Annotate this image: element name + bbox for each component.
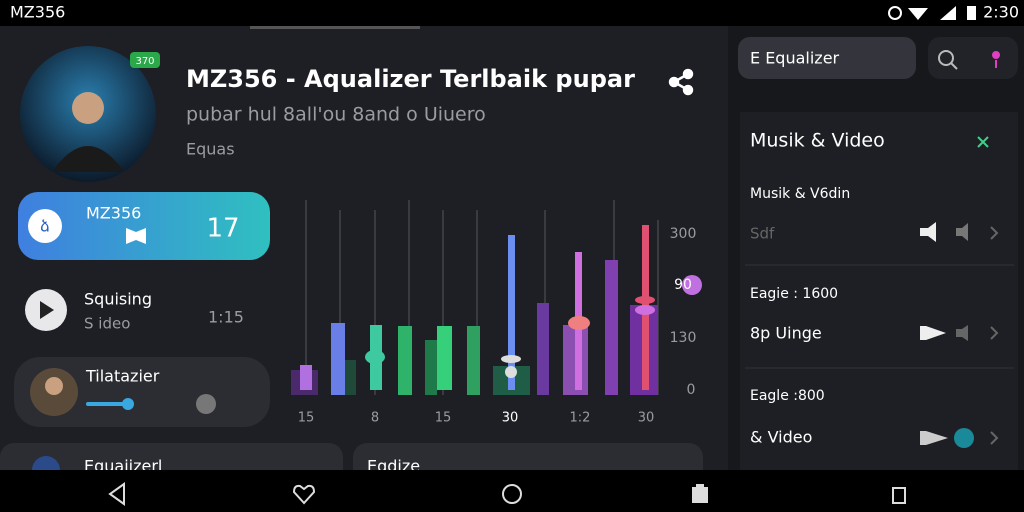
caption: Equas <box>186 140 235 159</box>
nav-home[interactable] <box>502 484 522 504</box>
active-icon-text: ձ <box>40 217 50 236</box>
player-slider[interactable] <box>86 402 130 406</box>
eq-band-label: 8 <box>371 411 379 426</box>
eq-scale-label: 0 <box>687 382 696 398</box>
menu-dot <box>995 60 997 68</box>
eq-band-label: 15 <box>298 411 315 426</box>
player-title: Tilatazier <box>85 367 160 386</box>
status-time: 2:30 <box>983 3 1019 22</box>
search-button[interactable] <box>938 50 958 70</box>
item-title: Eagie : 1600 <box>750 286 838 302</box>
active-count: 17 <box>206 214 239 244</box>
title: MZ356 - Aqualizer Terlbaik pupar <box>186 65 635 93</box>
nav-back[interactable] <box>108 482 125 506</box>
status-icons <box>888 6 976 20</box>
badge <box>130 52 160 68</box>
avatar-body <box>52 146 124 172</box>
player-toggle[interactable] <box>196 394 216 414</box>
eq-bars <box>291 225 658 395</box>
nav-recent[interactable] <box>892 487 906 504</box>
active-card[interactable] <box>18 192 270 260</box>
eq-band-label: 30 <box>638 411 655 426</box>
play-icon <box>40 301 54 319</box>
eq-scale-label: 130 <box>670 330 697 346</box>
eq-scale-label: 300 <box>670 226 697 242</box>
subtitle: pubar hul 8all'ou 8and o Uiuero <box>186 104 486 126</box>
drag-handle <box>250 26 420 29</box>
share-button[interactable] <box>668 68 694 96</box>
item-title: Musik & V6din <box>750 186 850 202</box>
menu-button[interactable] <box>992 51 1000 59</box>
item-controls[interactable] <box>920 222 999 448</box>
equalizer <box>291 200 702 395</box>
nav-favorite[interactable] <box>292 484 316 505</box>
search-field[interactable] <box>738 37 916 79</box>
close-button[interactable] <box>977 136 989 148</box>
item-sub: Sdf <box>750 225 775 243</box>
eq-scale-label: 90 <box>674 277 692 293</box>
nav-clipboard[interactable] <box>692 484 708 503</box>
player-avatar-face <box>45 377 63 395</box>
active-icon <box>28 209 62 243</box>
eq-band-label: 30 <box>502 411 519 426</box>
eq-scale-knob[interactable] <box>682 275 702 295</box>
avatar-face <box>72 92 104 124</box>
badge-text: 370 <box>135 56 154 67</box>
settings-panel <box>740 112 1018 470</box>
active-name: MZ356 <box>86 204 141 223</box>
status-app: MZ356 <box>10 3 65 22</box>
search-text: E Equalizer <box>750 49 840 68</box>
eq-band-label: 1:2 <box>570 411 591 426</box>
item-title: Eagle :800 <box>750 388 825 404</box>
track-subtitle: S ideo <box>84 315 130 333</box>
item-sub: & Video <box>750 428 812 447</box>
active-glyph <box>126 228 146 244</box>
section-title: Musik & Video <box>750 130 885 152</box>
eq-band-label: 15 <box>435 411 452 426</box>
track-time: 1:15 <box>208 308 244 327</box>
status-bar <box>0 0 1024 26</box>
player-slider-knob[interactable] <box>122 398 134 410</box>
nav-bar <box>0 470 1024 512</box>
toolbar <box>928 37 1018 79</box>
track-title: Squising <box>84 290 152 309</box>
item-sub: 8p Uinge <box>750 324 822 343</box>
